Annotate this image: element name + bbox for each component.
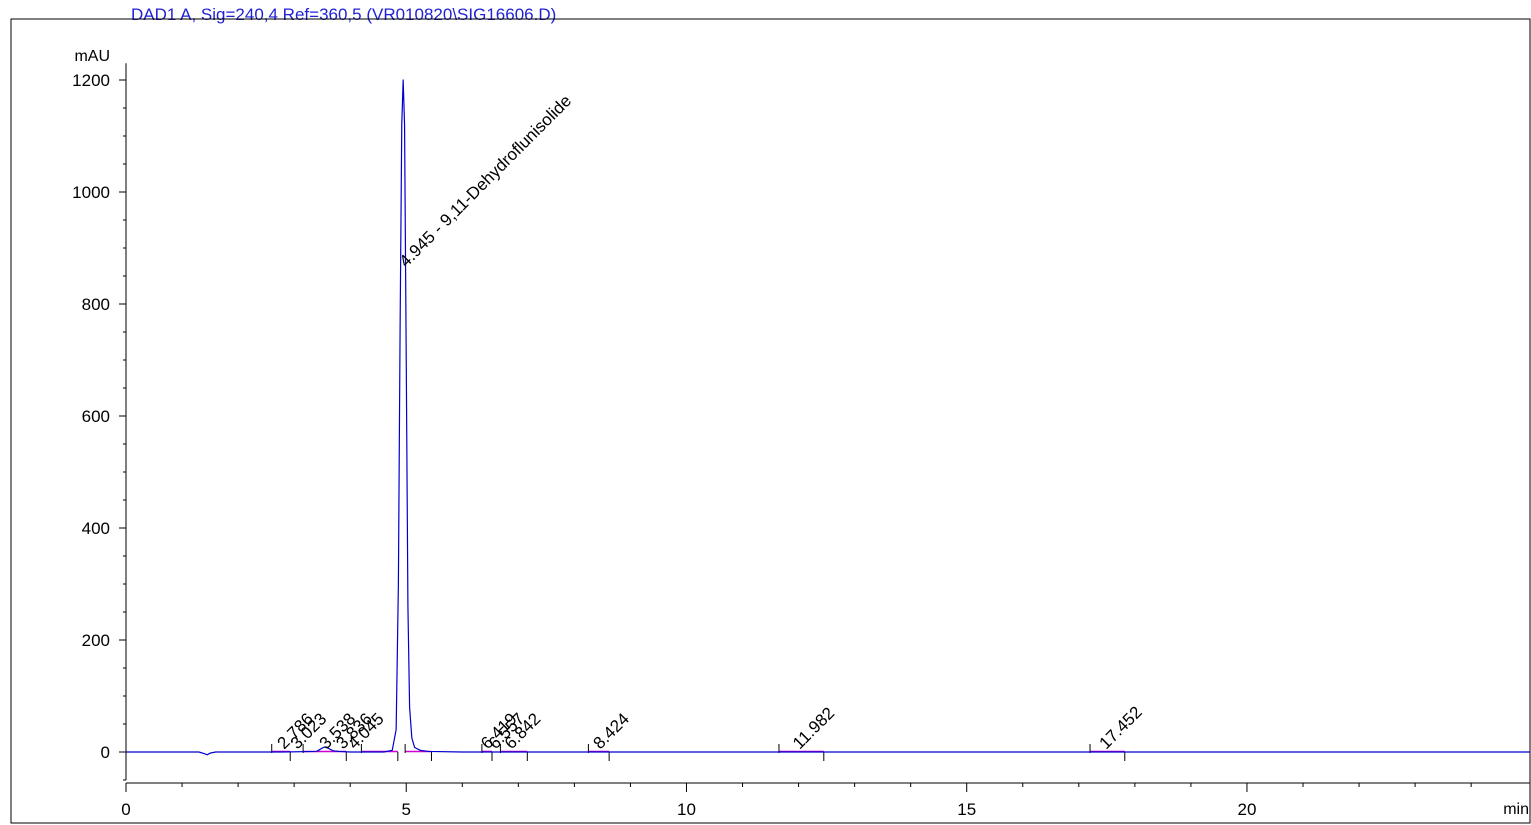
peak-label: 8.424 bbox=[590, 709, 634, 753]
y-tick-label: 800 bbox=[82, 295, 110, 314]
x-tick-label: 0 bbox=[121, 800, 130, 819]
signal-line bbox=[126, 79, 1530, 756]
axes bbox=[125, 63, 1530, 784]
y-tick-label: 400 bbox=[82, 519, 110, 538]
y-tick-label: 200 bbox=[82, 631, 110, 650]
x-tick-label: 15 bbox=[957, 800, 976, 819]
x-axis-label: min bbox=[1503, 801, 1529, 818]
y-tick-label: 1200 bbox=[72, 71, 110, 90]
peak-label: 11.982 bbox=[789, 704, 838, 753]
peak-label: 4.945 - 9,11-Dehydroflunisolide bbox=[396, 91, 576, 271]
ticks: 0 200 400 600 800 1000 1200 mAU 0 5 10 15 20 min bbox=[72, 48, 1529, 819]
x-tick-label: 5 bbox=[402, 800, 411, 819]
y-axis-label: mAU bbox=[74, 48, 110, 65]
x-tick-label: 20 bbox=[1237, 800, 1256, 819]
x-tick-label: 10 bbox=[677, 800, 696, 819]
signal-trace bbox=[126, 79, 1530, 756]
y-tick-label: 1000 bbox=[72, 183, 110, 202]
peak-label: 17.452 bbox=[1096, 703, 1146, 753]
y-tick-label: 0 bbox=[101, 743, 110, 762]
y-tick-label: 600 bbox=[82, 407, 110, 426]
plot-frame bbox=[10, 18, 1531, 824]
